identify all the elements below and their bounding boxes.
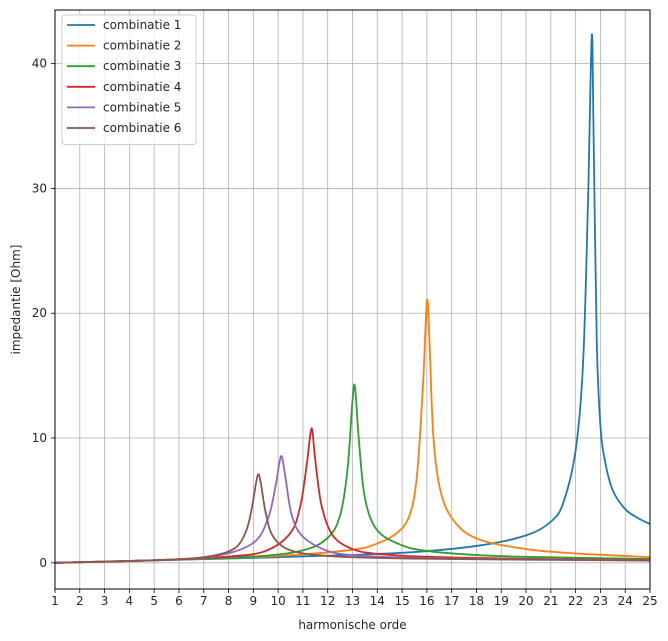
x-tick-label: 10 — [270, 594, 285, 608]
y-tick-label: 40 — [32, 57, 47, 71]
y-tick-label: 10 — [32, 431, 47, 445]
legend: combinatie 1 combinatie 2 combinatie 3 comb… — [61, 14, 197, 146]
x-tick-label: 17 — [444, 594, 459, 608]
x-tick-label: 14 — [370, 594, 385, 608]
x-tick-label: 12 — [320, 594, 335, 608]
x-tick-label: 16 — [419, 594, 434, 608]
legend-label: combinatie 1 — [103, 18, 181, 32]
x-tick-label: 5 — [150, 594, 158, 608]
legend-box — [61, 14, 197, 146]
x-tick-label: 3 — [101, 594, 109, 608]
x-tick-label: 24 — [618, 594, 633, 608]
series-layer — [55, 33, 650, 564]
y-axis: 0 10 20 30 40 — [32, 57, 55, 570]
x-tick-label: 23 — [593, 594, 608, 608]
x-axis-label: harmonische orde — [298, 618, 406, 632]
x-tick-label: 13 — [345, 594, 360, 608]
legend-label: combinatie 2 — [103, 39, 181, 53]
x-tick-label: 1 — [51, 594, 59, 608]
x-tick-label: 19 — [494, 594, 509, 608]
x-tick-label: 21 — [543, 594, 558, 608]
x-tick-label: 8 — [225, 594, 233, 608]
x-tick-label: 9 — [250, 594, 258, 608]
x-tick-label: 20 — [518, 594, 533, 608]
series-line-1 — [55, 33, 650, 564]
legend-label: combinatie 4 — [103, 80, 181, 94]
legend-label: combinatie 6 — [103, 121, 181, 135]
series-line-3 — [55, 383, 650, 564]
legend-label: combinatie 3 — [103, 59, 181, 73]
series-line-2 — [55, 298, 650, 564]
y-tick-label: 0 — [39, 556, 47, 570]
x-tick-label: 18 — [469, 594, 484, 608]
series-line-4 — [55, 427, 650, 564]
x-tick-label: 2 — [76, 594, 84, 608]
x-axis: 1 2 3 4 5 6 7 8 9 10 11 12 13 14 15 16 17 18 19 20 21 22 23 24 2… — [51, 589, 658, 608]
x-tick-label: 7 — [200, 594, 208, 608]
x-tick-label: 6 — [175, 594, 183, 608]
y-tick-label: 20 — [32, 306, 47, 320]
series-line-6 — [55, 473, 650, 564]
legend-label: combinatie 5 — [103, 100, 181, 114]
x-tick-label: 22 — [568, 594, 583, 608]
y-tick-label: 30 — [32, 181, 47, 195]
x-tick-label: 4 — [126, 594, 134, 608]
x-tick-label: 11 — [295, 594, 310, 608]
x-tick-label: 25 — [642, 594, 657, 608]
y-axis-label: impedantie [Ohm] — [9, 245, 23, 355]
x-tick-label: 15 — [394, 594, 409, 608]
